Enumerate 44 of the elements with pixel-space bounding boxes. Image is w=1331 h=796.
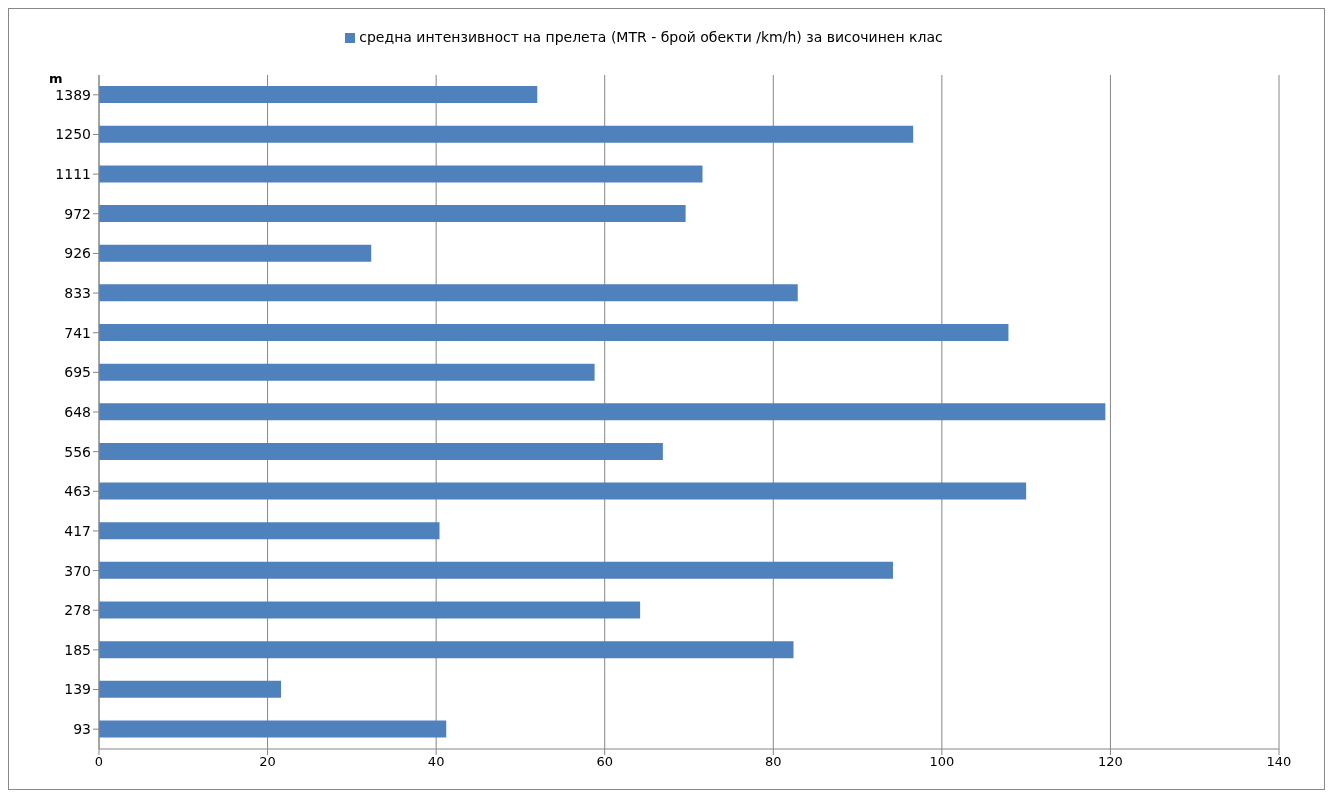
- bar: [99, 165, 703, 183]
- bar: [99, 244, 372, 262]
- legend-label: средна интензивност на прелета (MTR - брой обекти /km/h) за височинен клас: [359, 29, 943, 45]
- bar: [99, 205, 686, 223]
- x-tick-label: 20: [259, 754, 276, 770]
- bar: [99, 561, 893, 579]
- bar: [99, 284, 798, 302]
- bar: [99, 442, 663, 460]
- bar: [99, 680, 282, 698]
- bar: [99, 601, 641, 619]
- bar: [99, 641, 794, 659]
- x-tick-label: 140: [1266, 754, 1292, 770]
- y-tick-label: 556: [64, 443, 92, 460]
- x-tick-label: 60: [596, 754, 613, 770]
- bar: [99, 403, 1106, 421]
- y-tick-label: 278: [64, 602, 91, 619]
- x-tick-label: 120: [1098, 754, 1123, 770]
- bar: [99, 86, 538, 104]
- y-tick-label: 370: [64, 562, 91, 579]
- x-tick-label: 80: [765, 754, 782, 770]
- y-tick-label: 93: [73, 721, 91, 738]
- y-tick-label: 417: [64, 522, 91, 539]
- y-axis-title: m: [49, 71, 63, 86]
- y-tick-label: 1389: [55, 86, 91, 103]
- x-tick-label: 0: [94, 754, 104, 770]
- x-tick-label: 40: [427, 754, 445, 770]
- bar: [99, 363, 595, 381]
- y-tick-label: 741: [64, 324, 91, 341]
- y-tick-label: 972: [64, 205, 91, 222]
- y-tick-label: 926: [64, 245, 92, 262]
- y-tick-label: 185: [64, 641, 91, 658]
- y-tick-label: 833: [64, 285, 91, 302]
- bar: [99, 482, 1027, 500]
- bar: [99, 125, 914, 143]
- y-tick-label: 1111: [55, 166, 91, 183]
- y-tick-label: 695: [64, 364, 91, 381]
- bar: [99, 323, 1009, 341]
- y-tick-label: 648: [64, 403, 91, 420]
- bar: [99, 522, 440, 540]
- y-tick-label: 139: [64, 681, 91, 698]
- y-tick-label: 1250: [55, 126, 91, 143]
- y-tick-label: 463: [64, 483, 91, 500]
- bar: [99, 720, 447, 738]
- x-tick-label: 100: [929, 754, 955, 770]
